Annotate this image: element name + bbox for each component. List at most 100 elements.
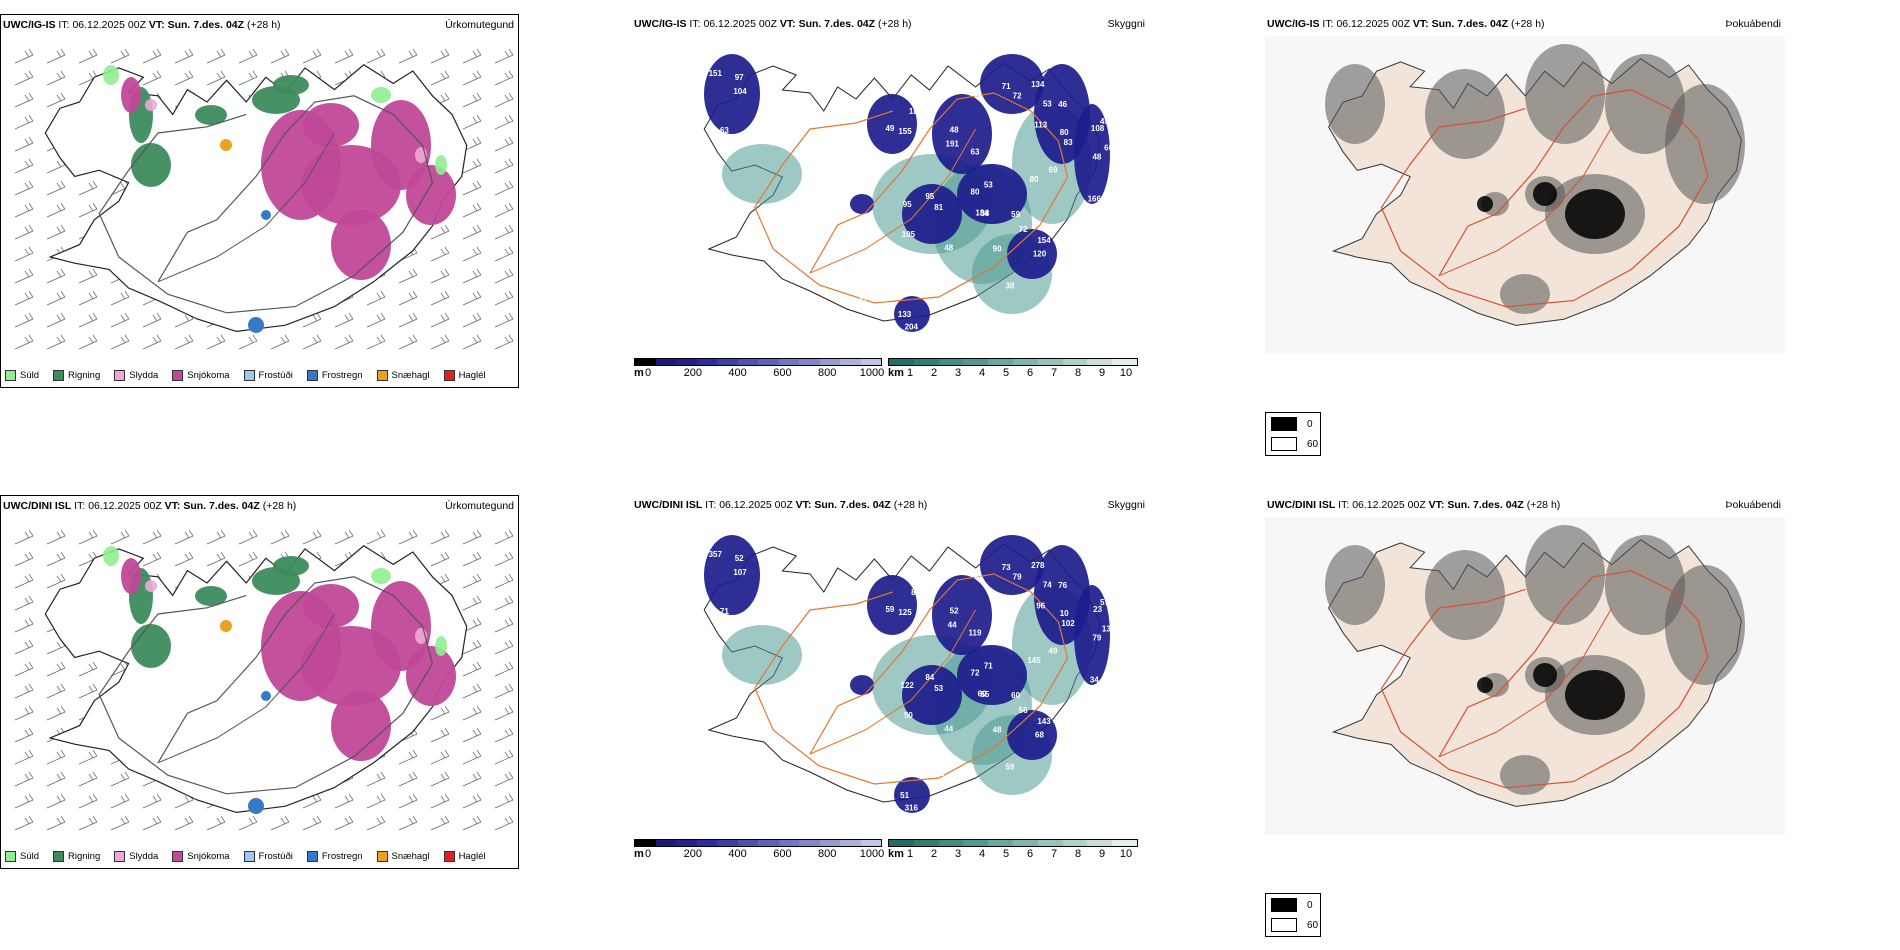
low-visibility-area [722, 144, 802, 204]
cloud-base-value: 72 [1019, 225, 1028, 234]
lead-time: (+28 h) [877, 18, 912, 30]
wind-barb [334, 793, 354, 809]
cloud-base-value: 34 [1090, 676, 1099, 685]
wind-barb [494, 268, 514, 284]
rain-area [195, 105, 227, 125]
colorbar-unit: km [888, 367, 904, 379]
wind-barb [46, 771, 66, 787]
legend-item: Rigning [53, 851, 100, 862]
cloud-base-value: 48 [944, 244, 953, 253]
wind-barb [334, 529, 354, 545]
wind-barb [14, 158, 34, 174]
wind-barb [494, 334, 514, 350]
colorbar-step [1112, 840, 1137, 846]
colorbar-step [938, 359, 964, 365]
low-cloud-area [902, 665, 962, 725]
wind-barb [494, 551, 514, 567]
colorbar-tick: 9 [1098, 848, 1106, 860]
colorbar-tick: 2 [930, 367, 938, 379]
legend-swatch [306, 370, 318, 381]
wind-barb [462, 70, 482, 86]
it-value: 06.12.2025 00Z [72, 19, 146, 31]
legend-swatch [114, 370, 126, 381]
colorbar-gradient [634, 358, 882, 366]
cloud-base-value: 104 [733, 87, 747, 96]
wind-barb [494, 595, 514, 611]
wind-barb [14, 48, 34, 64]
cloud-base-value: 57 [1100, 598, 1109, 607]
legend-item: Frostregn [306, 851, 363, 862]
low-cloud-area [1007, 229, 1057, 279]
cloud-base-value: 22 [1058, 286, 1067, 295]
wind-barb [430, 48, 450, 64]
it-label: IT: [1338, 499, 1350, 511]
drizzle-area [435, 636, 447, 656]
low-cloud-area [1074, 585, 1110, 685]
wind-barb [142, 70, 162, 86]
rain-area [131, 143, 171, 187]
cloud-base-value: 28 [847, 148, 856, 157]
fog-shading [1425, 69, 1505, 159]
freezing-rain-area [261, 691, 271, 701]
precip-type-legend: Súld Rigning Slydda Snjókoma Frostúði Frostre… [5, 370, 486, 381]
cloud-base-value: 44 [944, 725, 953, 734]
low-cloud-area [850, 675, 874, 695]
cloud-base-value: 151 [709, 69, 723, 78]
legend-item: Snæhagl [376, 370, 430, 381]
low-cloud-area [704, 535, 760, 615]
cloud-base-value: 143 [1037, 717, 1051, 726]
colorbar-tick: 8 [1074, 848, 1082, 860]
cloud-base-value: 80 [971, 188, 980, 197]
wind-barb [14, 683, 34, 699]
drizzle-area [371, 87, 391, 103]
wind-barb [494, 48, 514, 64]
road-line [98, 95, 434, 314]
wind-barb [462, 334, 482, 350]
vt-label: VT: [1412, 18, 1429, 30]
panel-title: Þokuábendi [1725, 499, 1781, 511]
cloud-base-value: 23 [1093, 605, 1102, 614]
wind-barb [494, 727, 514, 743]
cloud-base-value: 105 [902, 230, 916, 239]
wind-barb [366, 793, 386, 809]
wind-barb [14, 595, 34, 611]
wind-barb [14, 551, 34, 567]
cloud-base-value: 56 [1019, 706, 1028, 715]
colorbar-tick: 400 [728, 367, 747, 379]
wind-barb [398, 529, 418, 545]
cloud-base-value: 36 [955, 564, 964, 573]
wind-barb [462, 551, 482, 567]
wind-barb [14, 136, 34, 152]
snow-area [406, 165, 456, 225]
wind-barb [14, 749, 34, 765]
fog-shading [1500, 755, 1550, 795]
colorbar-tick: 4 [978, 848, 986, 860]
wind-barb [302, 529, 322, 545]
wind-barb [14, 617, 34, 633]
colorbar-step [913, 840, 939, 846]
wind-barb [46, 202, 66, 218]
cloud-base-value: 74 [1043, 580, 1052, 589]
wind-barb [494, 705, 514, 721]
colorbar-gradient [888, 358, 1138, 366]
colorbar-gradient [888, 839, 1138, 847]
wind-barb [494, 683, 514, 699]
wind-barb [238, 529, 258, 545]
colorbar-step [1062, 840, 1088, 846]
wind-barb [14, 661, 34, 677]
wind-barb [398, 793, 418, 809]
cloud-base-value: 59 [885, 605, 894, 614]
cloud-base-value: 72 [1013, 92, 1022, 101]
colorbar-step [799, 840, 820, 846]
wind-barb [462, 180, 482, 196]
colorbar-tick: 800 [818, 367, 837, 379]
wind-barb [462, 749, 482, 765]
wind-barb [110, 815, 130, 831]
wind-barb [46, 224, 66, 240]
road-line [1438, 607, 1613, 758]
legend-item: Rigning [53, 370, 100, 381]
wind-barb [14, 529, 34, 545]
colorbar-tick: 7 [1050, 367, 1058, 379]
fog-shading [1500, 274, 1550, 314]
colorbar-tick: 600 [773, 367, 792, 379]
